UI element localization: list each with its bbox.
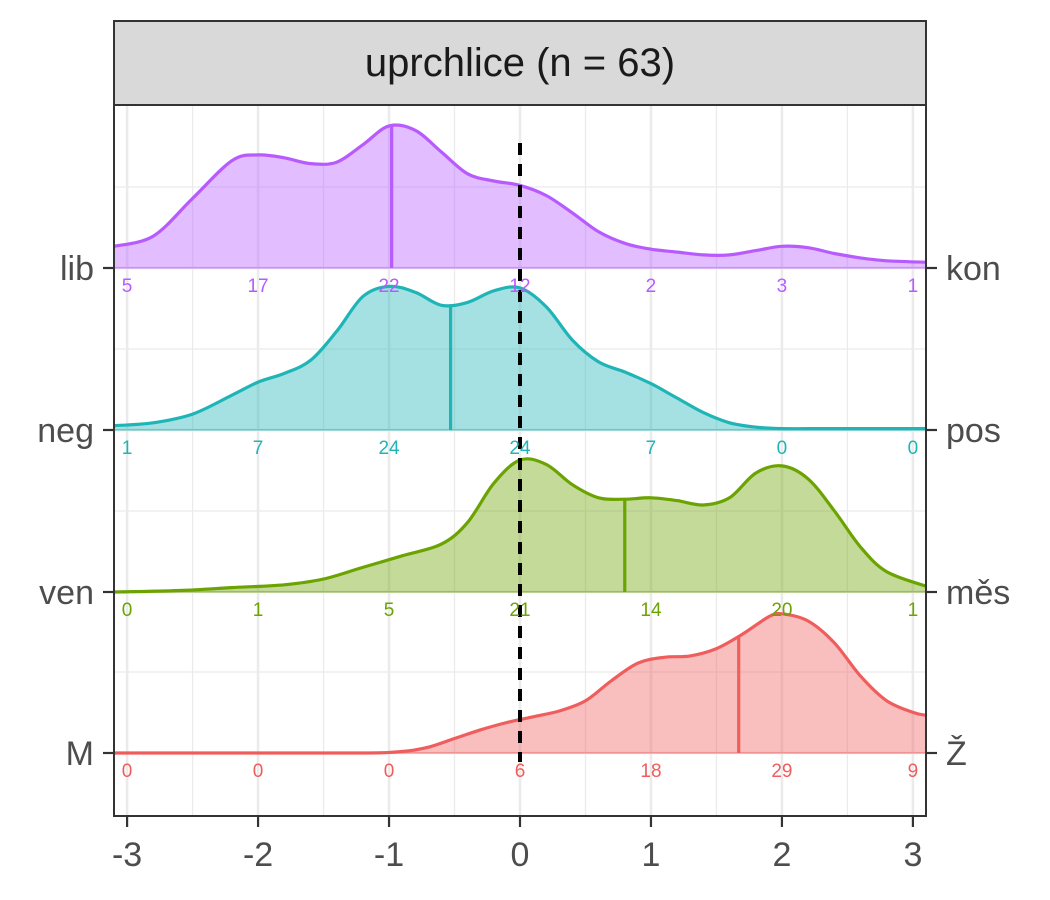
- y-label-left: ven: [39, 574, 94, 612]
- count-label: 0: [253, 761, 264, 782]
- x-tick-label: -3: [112, 836, 142, 874]
- count-label: 17: [247, 276, 268, 297]
- count-label: 1: [908, 276, 919, 297]
- ridge-area-M: [114, 613, 926, 754]
- count-label: 7: [253, 438, 264, 459]
- y-label-left: M: [66, 735, 94, 773]
- count-label: 22: [378, 276, 399, 297]
- ridge-line-neg: [113, 284, 926, 431]
- count-label: 5: [384, 600, 395, 621]
- ridge-line-lib: [113, 123, 927, 264]
- y-label-right: pos: [946, 412, 1001, 450]
- count-labels: 5 17 22 12 2 3 11 7 24 24 7 0 00 1 5 21 14 20 10 0 0 6 18 29 9: [122, 276, 918, 782]
- count-label: 3: [777, 276, 788, 297]
- count-label: 5: [122, 276, 133, 297]
- y-label-right: kon: [946, 250, 1001, 288]
- x-tick-label: 1: [642, 836, 661, 874]
- count-label: 0: [122, 761, 133, 782]
- count-label: 29: [771, 761, 792, 782]
- count-label: 24: [509, 438, 531, 459]
- x-tick-label: -1: [374, 836, 404, 874]
- count-label: 9: [908, 761, 919, 782]
- count-label: 1: [253, 600, 264, 621]
- count-label: 0: [908, 438, 919, 459]
- count-label: 18: [640, 761, 661, 782]
- count-label: 21: [509, 600, 530, 621]
- count-label: 0: [122, 600, 133, 621]
- count-label: 1: [908, 600, 919, 621]
- x-tick-label: 2: [772, 836, 791, 874]
- count-label: 20: [771, 600, 792, 621]
- count-label: 7: [646, 438, 657, 459]
- count-label: 6: [515, 761, 526, 782]
- y-label-right: Ž: [946, 735, 967, 773]
- facet-strip: [113, 20, 927, 106]
- ridge-line-ven: [113, 457, 927, 594]
- count-label: 2: [646, 276, 657, 297]
- count-label: 24: [378, 438, 400, 459]
- count-label: 0: [777, 438, 788, 459]
- y-label-right: měs: [946, 574, 1010, 612]
- ridge-line-M: [114, 611, 927, 755]
- count-label: 0: [384, 761, 395, 782]
- facet-strip-title: uprchlice (n = 63): [365, 41, 675, 85]
- y-label-left: neg: [37, 412, 94, 450]
- x-tick-label: -2: [243, 836, 273, 874]
- x-tick-label: 0: [511, 836, 530, 874]
- count-label: 1: [122, 438, 133, 459]
- y-label-left: lib: [60, 250, 94, 288]
- x-tick-label: 3: [903, 836, 922, 874]
- count-label: 12: [509, 276, 530, 297]
- count-label: 14: [640, 600, 662, 621]
